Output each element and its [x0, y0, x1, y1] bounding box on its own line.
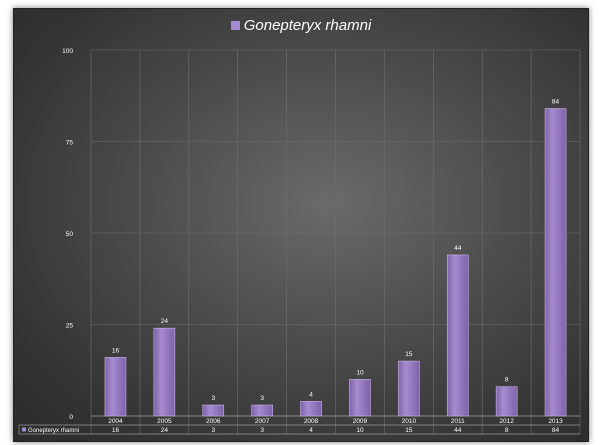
table-value: 3	[211, 427, 215, 434]
data-label: 10	[356, 369, 364, 376]
legend-swatch	[230, 21, 240, 30]
bar	[349, 379, 371, 417]
bar	[544, 108, 567, 417]
data-label: 84	[552, 99, 560, 106]
bar	[398, 360, 420, 417]
y-tick-label: 50	[66, 231, 74, 238]
y-tick-label: 100	[62, 48, 73, 55]
table-value: 4	[309, 427, 313, 434]
x-tick-label: 2012	[499, 418, 514, 425]
table-value: 84	[552, 427, 560, 434]
bar	[153, 327, 176, 417]
data-label: 3	[211, 395, 215, 402]
chart-title: Gonepteryx rhamni	[243, 17, 372, 34]
bar	[446, 254, 469, 417]
chart-plot: 0 25 50 75 100 Gonepteryx rhamni 16 2004 16 24 200…	[18, 48, 581, 435]
table-legend-swatch	[22, 427, 26, 432]
y-tick-label: 75	[66, 140, 74, 147]
x-tick-label: 2011	[451, 418, 465, 425]
chart-frame: Gonepteryx rhamni 0 25 50 75 100 Gonepteryx r…	[13, 8, 589, 442]
bar	[495, 386, 518, 417]
data-label: 8	[505, 377, 509, 384]
chart-legend: Gonepteryx rhamni	[14, 17, 588, 34]
x-tick-label: 2010	[402, 418, 417, 425]
y-tick-label: 25	[66, 323, 74, 330]
x-tick-label: 2006	[206, 418, 221, 425]
bar	[251, 404, 273, 417]
data-label: 16	[112, 347, 120, 354]
x-tick-label: 2005	[157, 418, 172, 425]
data-label: 15	[405, 351, 413, 358]
data-label: 4	[309, 391, 313, 398]
table-value: 8	[505, 427, 509, 434]
y-tick-label: 0	[69, 414, 73, 421]
data-label: 44	[454, 245, 462, 252]
data-label: 3	[260, 395, 264, 402]
x-tick-label: 2004	[108, 418, 123, 425]
table-value: 16	[112, 427, 120, 434]
table-value: 10	[356, 427, 364, 434]
table-value: 15	[405, 427, 413, 434]
table-value: 44	[454, 427, 462, 434]
x-tick-label: 2013	[548, 418, 563, 425]
table-value: 3	[260, 427, 264, 434]
x-tick-label: 2009	[353, 418, 368, 425]
data-label: 24	[161, 318, 169, 325]
bar	[300, 401, 322, 417]
x-tick-label: 2008	[304, 418, 319, 425]
table-value: 24	[161, 427, 169, 434]
bar	[104, 357, 127, 417]
bar	[202, 404, 225, 417]
table-series-name: Gonepteryx rhamni	[28, 428, 79, 434]
x-tick-label: 2007	[255, 418, 270, 425]
